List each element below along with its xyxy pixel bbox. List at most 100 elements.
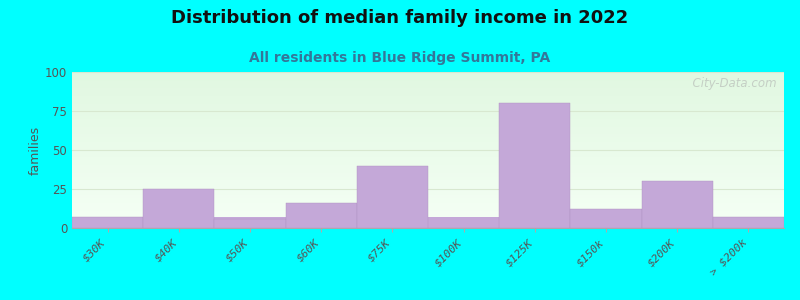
Bar (72, 95, 784, 96)
Bar (72, 74, 784, 75)
Bar (72, 205, 784, 206)
Bar (72, 113, 784, 114)
Bar (72, 176, 784, 177)
Bar (72, 194, 784, 195)
Bar (72, 129, 784, 130)
Bar (72, 150, 784, 151)
Bar (72, 227, 784, 228)
Bar (357, 217, 428, 228)
Bar (72, 144, 784, 145)
Bar (72, 185, 784, 186)
Bar (72, 214, 784, 215)
Bar (214, 219, 286, 228)
Bar (72, 94, 784, 95)
Bar (72, 213, 784, 214)
Bar (72, 82, 784, 83)
Bar (72, 72, 784, 73)
Bar (570, 209, 642, 228)
Bar (72, 131, 784, 132)
Text: All residents in Blue Ridge Summit, PA: All residents in Blue Ridge Summit, PA (250, 51, 550, 65)
Bar (72, 192, 784, 193)
Bar (72, 102, 784, 103)
Bar (72, 116, 784, 117)
Bar (72, 189, 784, 190)
Bar (72, 103, 784, 104)
Bar (642, 217, 713, 228)
Bar (72, 104, 784, 105)
Bar (72, 115, 784, 116)
Bar (72, 217, 143, 228)
Bar (72, 158, 784, 159)
Bar (72, 89, 784, 90)
Bar (72, 142, 784, 143)
Bar (72, 200, 784, 201)
Bar (72, 101, 784, 102)
Bar (72, 87, 784, 88)
Bar (143, 189, 214, 228)
Bar (72, 110, 784, 111)
Bar (72, 134, 784, 135)
Bar (72, 146, 784, 147)
Bar (72, 111, 784, 112)
Bar (72, 188, 784, 189)
Bar (72, 209, 784, 210)
Bar (357, 166, 428, 228)
Bar (72, 127, 784, 128)
Bar (72, 168, 784, 169)
Bar (72, 138, 784, 139)
Bar (72, 159, 784, 160)
Bar (713, 217, 784, 228)
Bar (72, 118, 784, 119)
Bar (72, 180, 784, 181)
Bar (72, 202, 784, 203)
Bar (72, 161, 784, 162)
Bar (72, 136, 784, 137)
Bar (72, 132, 784, 133)
Bar (72, 143, 784, 144)
Bar (72, 122, 784, 123)
Bar (72, 99, 784, 100)
Bar (642, 181, 713, 228)
Bar (72, 207, 784, 208)
Bar (72, 170, 784, 171)
Bar (72, 80, 784, 81)
Bar (72, 199, 784, 200)
Bar (72, 112, 784, 113)
Bar (72, 97, 784, 98)
Bar (72, 107, 784, 108)
Bar (72, 139, 784, 140)
Bar (72, 105, 784, 106)
Bar (72, 96, 784, 97)
Bar (72, 222, 784, 223)
Bar (72, 154, 784, 155)
Bar (72, 141, 784, 142)
Bar (72, 208, 784, 209)
Bar (72, 225, 784, 226)
Bar (72, 160, 784, 161)
Bar (72, 171, 784, 172)
Bar (72, 83, 784, 84)
Bar (72, 135, 784, 136)
Bar (72, 128, 784, 129)
Bar (72, 191, 784, 192)
Bar (72, 125, 784, 126)
Bar (72, 182, 784, 183)
Bar (72, 109, 784, 110)
Bar (72, 184, 784, 185)
Bar (72, 174, 784, 175)
Bar (143, 217, 214, 228)
Bar (72, 226, 784, 227)
Bar (72, 92, 784, 93)
Bar (72, 175, 784, 176)
Bar (570, 217, 642, 228)
Bar (713, 217, 784, 228)
Bar (72, 169, 784, 170)
Bar (72, 203, 784, 204)
Bar (72, 173, 784, 174)
Bar (72, 177, 784, 178)
Bar (72, 156, 784, 157)
Bar (72, 130, 784, 131)
Bar (499, 103, 570, 228)
Bar (72, 114, 784, 115)
Bar (72, 163, 784, 164)
